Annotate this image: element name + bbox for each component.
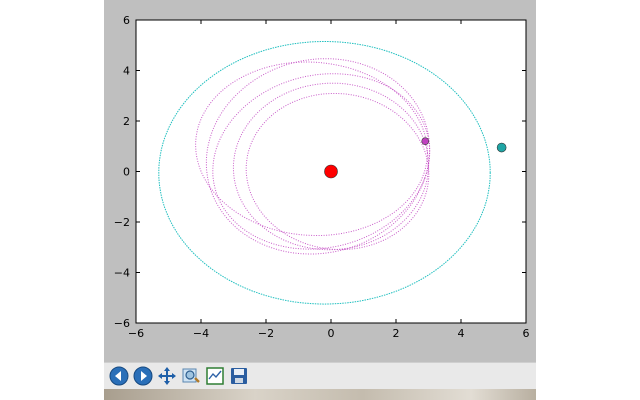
desktop-background-strip xyxy=(104,389,536,400)
inner-body-marker xyxy=(421,137,430,145)
zoom-rectangle-icon xyxy=(182,368,200,383)
back-button[interactable] xyxy=(108,365,130,387)
x-tick-label: −2 xyxy=(258,327,274,340)
inner-orbit-loop-2 xyxy=(195,61,428,236)
inner-orbit-loop-1 xyxy=(232,82,430,251)
y-tick-label: −4 xyxy=(114,267,130,280)
y-tick-label: −2 xyxy=(114,216,130,229)
orbits-layer xyxy=(158,40,491,305)
configure-subplots-button[interactable] xyxy=(204,365,226,387)
x-tick-label: −4 xyxy=(193,327,209,340)
move-arrows-icon xyxy=(158,367,176,385)
inner-orbit-loop-0 xyxy=(205,58,431,255)
y-tick-label: 6 xyxy=(123,14,130,27)
y-tick-label: 0 xyxy=(123,166,130,179)
central-body-marker xyxy=(324,164,338,179)
pan-button[interactable] xyxy=(156,365,178,387)
navigation-toolbar xyxy=(104,362,536,389)
arrow-left-icon xyxy=(109,366,129,386)
outer-orbit-path xyxy=(158,40,491,305)
arrow-right-icon xyxy=(133,366,153,386)
y-tick-label: 2 xyxy=(123,115,130,128)
x-tick-label: 6 xyxy=(523,327,530,340)
x-tick-label: −6 xyxy=(128,327,144,340)
figure-window: −6 −4 −2 0 2 4 6 −6 −4 −2 0 2 4 6 xyxy=(104,0,536,400)
y-tick-label: 4 xyxy=(123,65,130,78)
save-button[interactable] xyxy=(228,365,250,387)
plot-canvas: −6 −4 −2 0 2 4 6 −6 −4 −2 0 2 4 6 xyxy=(104,0,536,362)
markers-layer xyxy=(324,137,507,179)
zoom-button[interactable] xyxy=(180,365,202,387)
outer-body-marker xyxy=(496,142,507,153)
y-tick-label: −6 xyxy=(114,317,130,330)
floppy-disk-icon xyxy=(231,368,247,384)
x-tick-label: 2 xyxy=(393,327,400,340)
ticks-layer: −6 −4 −2 0 2 4 6 −6 −4 −2 0 2 4 6 xyxy=(114,14,530,340)
inner-orbit-loop-4 xyxy=(212,73,431,250)
x-tick-label: 0 xyxy=(328,327,335,340)
x-tick-label: 4 xyxy=(458,327,465,340)
subplots-icon xyxy=(206,367,224,385)
forward-button[interactable] xyxy=(132,365,154,387)
